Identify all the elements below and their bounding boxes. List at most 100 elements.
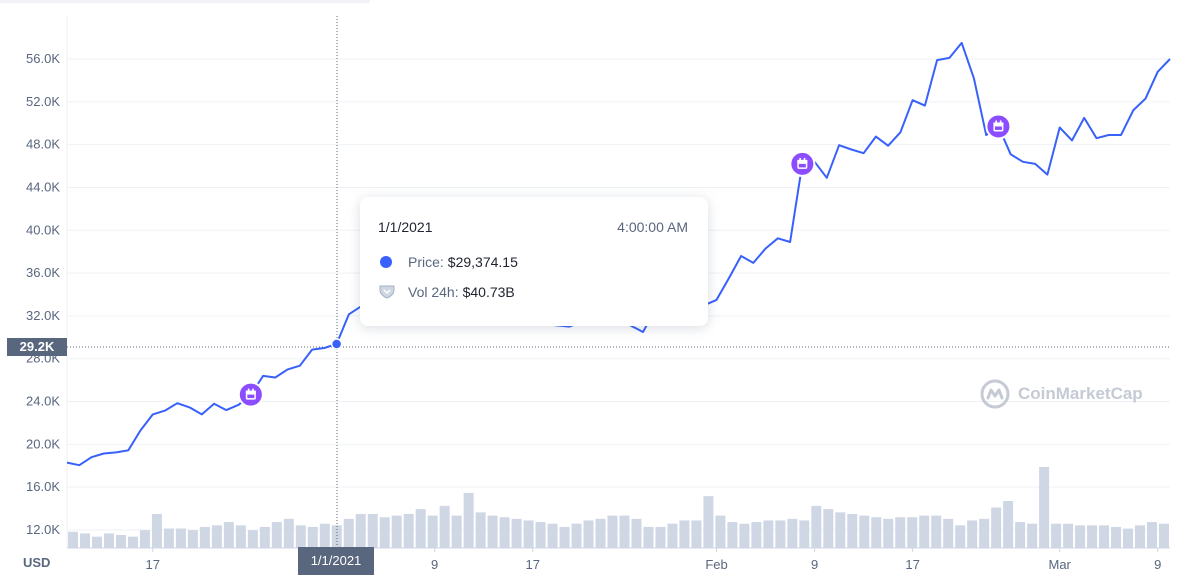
- volume-bar: [943, 518, 954, 548]
- volume-bar: [1015, 522, 1026, 548]
- volume-bar: [163, 528, 174, 548]
- volume-bar: [1003, 501, 1014, 548]
- volume-bar: [763, 520, 774, 548]
- volume-bar: [991, 507, 1002, 548]
- volume-bar: [403, 513, 414, 548]
- tooltip-price-label: Price:: [408, 254, 444, 270]
- volume-bar: [511, 518, 522, 548]
- volume-bar: [175, 528, 186, 548]
- event-calendar-icon[interactable]: [789, 150, 816, 177]
- volume-bar: [103, 533, 114, 548]
- volume-bar: [823, 509, 834, 548]
- volume-bar: [775, 520, 786, 548]
- y-tick-label: 52.0K: [26, 94, 60, 109]
- volume-bar: [127, 536, 138, 548]
- volume-bar: [1051, 523, 1062, 548]
- volume-bar: [247, 530, 258, 548]
- volume-bar: [967, 520, 978, 548]
- volume-bar: [811, 505, 822, 548]
- volume-bars: [68, 467, 1169, 548]
- volume-bar: [679, 520, 690, 548]
- tooltip-time: 4:00:00 AM: [617, 219, 688, 235]
- volume-bar: [919, 515, 930, 548]
- volume-bar: [355, 513, 366, 548]
- tooltip-volume-row: Vol 24h: $40.73B: [379, 284, 515, 300]
- volume-bar: [523, 520, 534, 548]
- volume-bar: [979, 518, 990, 548]
- volume-bar: [115, 535, 126, 548]
- volume-bar: [583, 520, 594, 548]
- volume-bar: [655, 526, 666, 548]
- volume-bar: [1111, 526, 1122, 548]
- volume-bar: [955, 525, 966, 548]
- volume-bar: [643, 526, 654, 548]
- volume-bar: [1147, 522, 1158, 548]
- tooltip-date: 1/1/2021: [378, 219, 433, 235]
- x-tick-label: 17: [146, 557, 160, 572]
- volume-bar: [79, 533, 90, 548]
- volume-bar: [799, 520, 810, 548]
- x-tick-label: 9: [1154, 557, 1161, 572]
- volume-bar: [1099, 525, 1110, 548]
- chart-tooltip: 1/1/2021 4:00:00 AM Price: $29,374.15 Vo…: [360, 197, 708, 326]
- tooltip-price-row: Price: $29,374.15: [380, 254, 518, 270]
- top-toolbar-edge: [0, 0, 370, 3]
- event-markers[interactable]: [237, 113, 1012, 408]
- x-tick-label: 17: [525, 557, 539, 572]
- volume-bar: [1027, 523, 1038, 548]
- volume-bar: [1123, 528, 1134, 548]
- event-calendar-icon[interactable]: [237, 381, 264, 408]
- volume-bar: [379, 517, 390, 548]
- volume-bar: [715, 515, 726, 548]
- volume-bar: [535, 522, 546, 548]
- x-tick-label: 9: [431, 557, 438, 572]
- price-line: [66, 41, 1171, 467]
- volume-bar: [199, 526, 210, 548]
- volume-bar: [487, 515, 498, 548]
- volume-bar: [475, 512, 486, 548]
- volume-bar: [391, 515, 402, 548]
- volume-bar: [1075, 525, 1086, 548]
- volume-bar: [607, 515, 618, 548]
- volume-bar: [91, 536, 102, 548]
- x-tick-label: 17: [905, 557, 919, 572]
- event-calendar-icon[interactable]: [985, 113, 1012, 140]
- volume-bar: [1063, 523, 1074, 548]
- volume-bar: [307, 526, 318, 548]
- volume-bar: [595, 518, 606, 548]
- volume-bar: [559, 526, 570, 548]
- x-tick-label: Feb: [705, 557, 727, 572]
- volume-bar: [68, 531, 78, 548]
- volume-bar: [139, 530, 150, 548]
- volume-bar: [415, 509, 426, 548]
- tooltip-price-value: $29,374.15: [447, 254, 518, 270]
- volume-bar: [331, 525, 342, 548]
- volume-bar: [1135, 525, 1146, 548]
- volume-bar: [727, 522, 738, 548]
- volume-bar: [571, 523, 582, 548]
- volume-bar: [1039, 467, 1050, 548]
- volume-bar: [295, 525, 306, 548]
- volume-bar: [871, 517, 882, 548]
- volume-bar: [835, 512, 846, 548]
- volume-bar: [751, 522, 762, 548]
- volume-bar: [883, 518, 894, 548]
- currency-label: USD: [23, 555, 51, 570]
- volume-bar: [427, 515, 438, 548]
- volume-bar: [151, 513, 162, 548]
- volume-bar: [667, 523, 678, 548]
- y-tick-label: 48.0K: [26, 137, 60, 152]
- volume-bar: [547, 523, 558, 548]
- volume-bar: [499, 517, 510, 548]
- y-tick-label: 40.0K: [26, 222, 60, 237]
- volume-bar: [787, 518, 798, 548]
- volume-bar: [619, 515, 630, 548]
- volume-bar: [367, 513, 378, 548]
- x-tick-label: Mar: [1049, 557, 1072, 572]
- y-tick-label: 12.0K: [26, 522, 60, 537]
- volume-bar: [343, 518, 354, 548]
- x-tick-label: 9: [811, 557, 818, 572]
- watermark: CoinMarketCap: [980, 379, 1143, 409]
- coinmarketcap-logo-icon: [980, 379, 1010, 409]
